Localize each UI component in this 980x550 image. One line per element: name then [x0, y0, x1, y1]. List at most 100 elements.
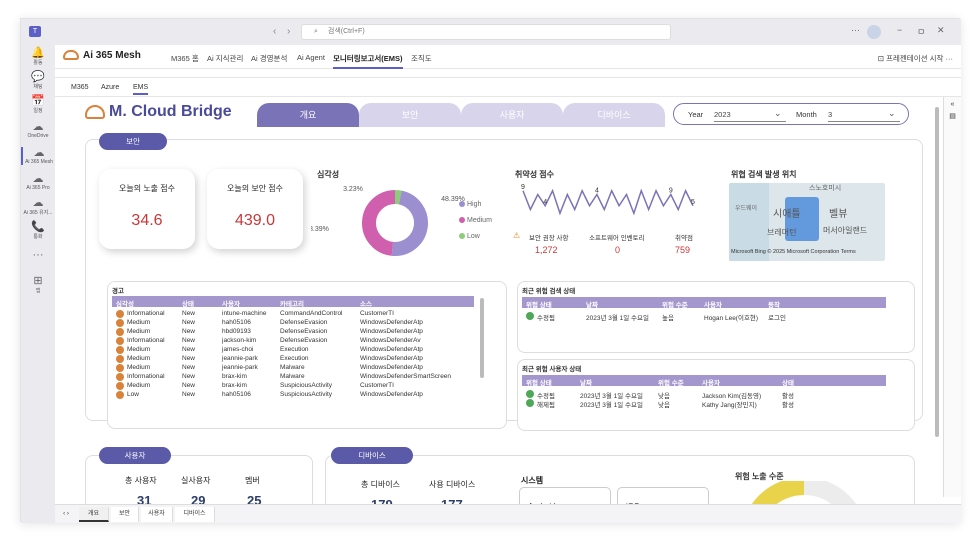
table-cell: Medium: [127, 327, 151, 335]
bottom-page-tab[interactable]: 보안: [111, 507, 139, 522]
table-row[interactable]: Informational New brax-kim Malware WindowsDe…: [112, 371, 474, 381]
members-value: 25: [247, 493, 262, 506]
subtab[interactable]: EMS: [133, 84, 149, 95]
rail-item[interactable]: 📅 일정: [21, 95, 55, 114]
column-header[interactable]: 사용자: [222, 300, 240, 308]
back-arrow-icon[interactable]: ‹: [273, 26, 277, 37]
table-cell: New: [182, 354, 196, 362]
table-cell: WindowsDefenderAv: [360, 336, 421, 344]
column-header[interactable]: 카테고리: [280, 300, 304, 308]
table-row[interactable]: 해제됨 2023년 3월 1일 수요일 낮음 Kathy Jang(장민지) 활성: [522, 397, 884, 409]
rail-item[interactable]: ⊞ 앱: [21, 275, 55, 294]
bottom-page-tab[interactable]: 개요: [79, 507, 109, 522]
bottom-page-tab[interactable]: 디바이스: [175, 507, 215, 522]
app-tab[interactable]: Ai 지식관리: [207, 54, 244, 63]
app-tab[interactable]: 조직도: [411, 54, 432, 63]
table-row[interactable]: Informational New jackson-kim DefenseEvasio…: [112, 335, 474, 345]
legend-low-swatch: [459, 233, 465, 240]
search-input[interactable]: ⌕ 검색(Ctrl+F): [301, 24, 671, 40]
app-tab[interactable]: 모니터링보고서(EMS): [333, 53, 403, 69]
members-label: 멤버: [245, 476, 260, 485]
system-label: 시스템: [521, 476, 544, 485]
chevron-down-icon[interactable]: ⌄: [888, 108, 896, 118]
table-cell: New: [182, 327, 196, 335]
subtab[interactable]: Azure: [101, 84, 120, 91]
table-cell: 낮음: [658, 401, 670, 409]
scrollbar[interactable]: [935, 107, 939, 437]
column-header[interactable]: 소스: [360, 300, 372, 308]
column-header[interactable]: 위험 수준: [662, 301, 688, 309]
table-cell: Hogan Lee(이호현): [704, 314, 759, 322]
month-select[interactable]: 3: [828, 110, 900, 122]
legend-medium-label: Medium: [467, 217, 492, 224]
rail-icon: ☁: [33, 147, 45, 159]
more-options-icon[interactable]: ···: [851, 25, 860, 35]
rail-item[interactable]: 📞 통화: [21, 221, 55, 240]
subtab-bar: M365 Azure EMS: [55, 77, 961, 97]
column-header[interactable]: 날짜: [586, 301, 598, 309]
column-header[interactable]: 심각성: [116, 300, 134, 308]
table-cell: Malware: [280, 363, 305, 371]
column-header[interactable]: 위험 상태: [526, 301, 552, 309]
subtab[interactable]: M365: [71, 84, 89, 91]
minimize-icon[interactable]: −: [897, 25, 903, 35]
app-tab[interactable]: Ai Agent: [297, 53, 325, 62]
rail-label: 통화: [33, 234, 43, 240]
prev-page-icon[interactable]: ‹ ›: [63, 511, 69, 517]
rail-item[interactable]: ···: [21, 249, 55, 261]
table-cell: Malware: [280, 372, 305, 380]
map-label: 브레머턴: [767, 228, 797, 237]
present-button[interactable]: ⊡ 프레젠테이션 시작 ···: [878, 53, 953, 64]
column-header[interactable]: 사용자: [702, 379, 720, 387]
rail-item[interactable]: 💬 채팅: [21, 71, 55, 90]
table-row[interactable]: Medium New james-choi Execution WindowsDefen…: [112, 344, 474, 354]
rail-item[interactable]: ☁ Ai 365 유지...: [21, 197, 55, 216]
table-cell: New: [182, 345, 196, 353]
forward-arrow-icon[interactable]: ›: [287, 26, 291, 37]
maximize-icon[interactable]: ㅁ: [917, 27, 926, 37]
column-header[interactable]: 상태: [182, 300, 194, 308]
column-header[interactable]: 위험 수준: [658, 379, 684, 387]
year-select[interactable]: 2023: [714, 110, 786, 122]
rail-item[interactable]: ☁ OneDrive: [21, 121, 55, 139]
table-row[interactable]: Medium New jeannie-park Execution WindowsDef…: [112, 353, 474, 363]
table-row[interactable]: Medium New brax-kim SuspiciousActivity Custo…: [112, 380, 474, 390]
app-logo: Ai 365 Mesh: [63, 50, 141, 61]
column-header[interactable]: 사용자: [704, 301, 722, 309]
table-row[interactable]: Medium New hah05106 DefenseEvasion WindowsDe…: [112, 317, 474, 327]
table-row[interactable]: Low New hah05106 SuspiciousActivity WindowsD…: [112, 389, 474, 399]
page-tab-users[interactable]: 사용자: [461, 103, 563, 127]
donut-slice-medium[interactable]: [362, 190, 396, 256]
page-tab-security[interactable]: 보안: [359, 103, 461, 127]
column-header[interactable]: 상태: [782, 379, 794, 387]
app-tab[interactable]: M365 홈: [171, 54, 199, 63]
app-tab[interactable]: Ai 경영분석: [251, 54, 288, 63]
rail-item[interactable]: ☁ Ai 365 Pro: [21, 173, 55, 191]
table-row[interactable]: 수정됨 2023년 3월 1일 수요일 낮음 Jackson Kim(김동영) 활성: [522, 388, 884, 400]
table-row[interactable]: Medium New hbd09193 DefenseEvasion WindowsDe…: [112, 326, 474, 336]
column-header[interactable]: 위험 상태: [526, 379, 552, 387]
bottom-page-tab[interactable]: 사용자: [141, 507, 173, 522]
donut-slice-high[interactable]: [391, 190, 428, 256]
rail-item[interactable]: ☁ Ai 365 Mesh: [21, 147, 55, 165]
avatar[interactable]: [867, 25, 881, 39]
page-tab-devices[interactable]: 디바이스: [563, 103, 665, 127]
rail-icon: ☁: [32, 121, 44, 133]
column-header[interactable]: 동작: [768, 301, 780, 309]
column-header[interactable]: 날짜: [580, 379, 592, 387]
page-tab-overview[interactable]: 개요: [257, 103, 359, 127]
rail-label: Ai 365 유지...: [23, 210, 53, 216]
table-row[interactable]: Informational New intune-machine CommandAnd…: [112, 308, 474, 318]
rail-item[interactable]: 🔔 활동: [21, 47, 55, 66]
filter-icon[interactable]: ▤: [949, 113, 956, 120]
app-more-icon[interactable]: ···: [945, 54, 954, 63]
collapse-icon[interactable]: «: [950, 101, 955, 108]
table-cell: WindowsDefenderAtp: [360, 354, 423, 362]
close-icon[interactable]: ✕: [937, 25, 945, 35]
donut-slice-low[interactable]: [394, 190, 402, 205]
table-row[interactable]: Medium New jeannie-park Malware WindowsDefen…: [112, 362, 474, 372]
threat-map[interactable]: 스노호미시 시애틀 벨뷰 브레머턴 머서아일랜드 우드웨이 Microsoft …: [729, 183, 885, 261]
alerts-scrollbar[interactable]: [480, 298, 484, 378]
chevron-down-icon[interactable]: ⌄: [774, 108, 782, 118]
table-row[interactable]: 수정됨 2023년 3월 1일 수요일 높음 Hogan Lee(이호현) 로그인: [522, 310, 884, 322]
